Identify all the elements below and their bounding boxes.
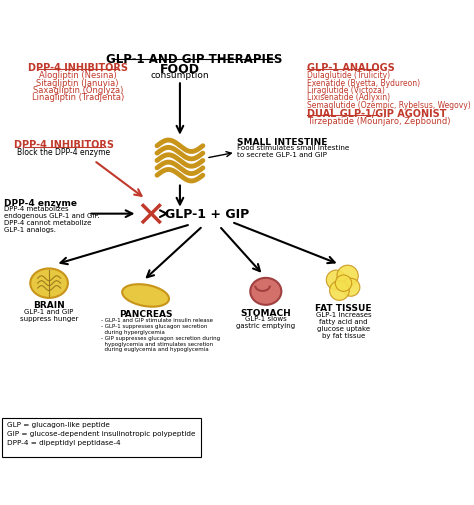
Text: GLP-1 slows
gastric emptying: GLP-1 slows gastric emptying <box>236 316 295 329</box>
Text: GLP-1 ANALOGS: GLP-1 ANALOGS <box>307 63 394 73</box>
Ellipse shape <box>122 284 169 307</box>
Text: Exenatide (Byetta, Bydureon): Exenatide (Byetta, Bydureon) <box>307 79 420 88</box>
Text: STOMACH: STOMACH <box>240 309 291 318</box>
Ellipse shape <box>250 278 282 305</box>
Text: - GLP-1 and GIP stimulate insulin release
- GLP-1 suppresses glucagon secretion
: - GLP-1 and GIP stimulate insulin releas… <box>100 318 220 352</box>
Text: Tirzepatide (Mounjaro, Zepbound): Tirzepatide (Mounjaro, Zepbound) <box>307 117 450 126</box>
Text: FOOD: FOOD <box>160 63 200 76</box>
Text: GLP-1 increases
fatty acid and
glucose uptake
by fat tissue: GLP-1 increases fatty acid and glucose u… <box>316 312 371 339</box>
Text: Dulaglutide (Trulicity): Dulaglutide (Trulicity) <box>307 71 390 80</box>
Text: Lixisenatide (Adlyxin): Lixisenatide (Adlyxin) <box>307 93 390 103</box>
Text: consumption: consumption <box>151 71 209 80</box>
Text: GLP-1 and GIP
suppress hunger: GLP-1 and GIP suppress hunger <box>20 309 78 322</box>
Text: DUAL GLP-1/GIP AGONIST: DUAL GLP-1/GIP AGONIST <box>307 109 446 119</box>
Text: BRAIN: BRAIN <box>33 301 65 310</box>
Ellipse shape <box>337 265 358 286</box>
Ellipse shape <box>342 278 360 296</box>
FancyBboxPatch shape <box>1 418 201 458</box>
Text: Block the DPP-4 enzyme: Block the DPP-4 enzyme <box>17 148 110 157</box>
Text: DPP-4 metabolizes
endogenous GLP-1 and GIP.
DPP-4 cannot metabolize
GLP-1 analog: DPP-4 metabolizes endogenous GLP-1 and G… <box>4 206 100 233</box>
Text: PANCREAS: PANCREAS <box>119 310 173 319</box>
Ellipse shape <box>335 275 352 291</box>
Text: GLP-1 + GIP: GLP-1 + GIP <box>165 208 249 221</box>
Text: Saxagliptin (Onglyza): Saxagliptin (Onglyza) <box>33 86 123 95</box>
Text: Sitagliptin (Januvia): Sitagliptin (Januvia) <box>36 79 119 88</box>
Ellipse shape <box>329 281 349 300</box>
Text: GLP = glucagon-like peptide
GIP = glucose-dependent insulinotropic polypeptide
D: GLP = glucagon-like peptide GIP = glucos… <box>7 422 195 446</box>
Text: DPP-4 enzyme: DPP-4 enzyme <box>4 199 77 208</box>
Text: DPP-4 INHIBITORS: DPP-4 INHIBITORS <box>14 140 114 150</box>
Text: Alogliptin (Nesina): Alogliptin (Nesina) <box>39 71 117 80</box>
Text: Liraglutide (Victoza): Liraglutide (Victoza) <box>307 86 384 95</box>
Text: Semaglutide (Ozempic, Rybelsus, Wegovy): Semaglutide (Ozempic, Rybelsus, Wegovy) <box>307 101 471 110</box>
Text: SMALL INTESTINE: SMALL INTESTINE <box>237 137 328 146</box>
Text: Linagliptin (Tradjenta): Linagliptin (Tradjenta) <box>32 93 124 103</box>
Ellipse shape <box>30 269 68 298</box>
Ellipse shape <box>326 270 346 290</box>
Text: DPP-4 INHIBITORS: DPP-4 INHIBITORS <box>27 63 128 73</box>
Text: GLP-1 AND GIP THERAPIES: GLP-1 AND GIP THERAPIES <box>106 53 282 66</box>
Text: Food stimulates small intestine
to secrete GLP-1 and GIP: Food stimulates small intestine to secre… <box>237 145 349 158</box>
Text: FAT TISSUE: FAT TISSUE <box>315 305 372 314</box>
